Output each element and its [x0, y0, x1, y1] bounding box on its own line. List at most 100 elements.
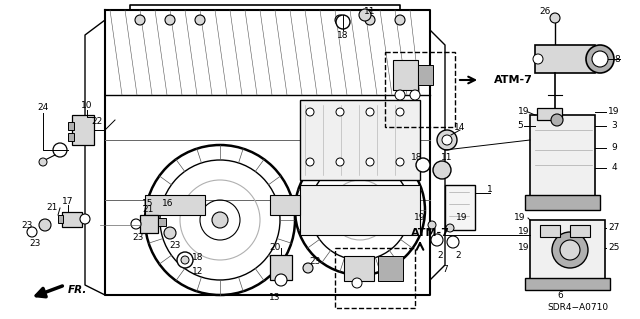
Bar	[393, 60, 418, 90]
Text: 3: 3	[611, 122, 617, 130]
Circle shape	[306, 108, 314, 116]
Circle shape	[39, 219, 51, 231]
Bar	[300, 185, 420, 235]
Text: 19: 19	[456, 213, 468, 222]
Bar	[145, 195, 205, 215]
Circle shape	[275, 274, 287, 286]
Circle shape	[396, 108, 404, 116]
Circle shape	[195, 15, 205, 25]
Circle shape	[366, 108, 374, 116]
Text: 13: 13	[269, 293, 281, 301]
Circle shape	[303, 263, 313, 273]
Circle shape	[352, 278, 362, 288]
Circle shape	[366, 158, 374, 166]
Text: 23: 23	[21, 221, 33, 231]
Text: 19: 19	[518, 227, 530, 236]
Bar	[378, 256, 403, 281]
Text: 1: 1	[487, 186, 493, 195]
Circle shape	[177, 252, 193, 268]
Text: 5: 5	[517, 122, 523, 130]
Circle shape	[437, 130, 457, 150]
Bar	[62, 212, 82, 227]
Text: 23: 23	[309, 256, 321, 265]
Circle shape	[165, 15, 175, 25]
Text: 22: 22	[92, 117, 102, 127]
Circle shape	[551, 114, 563, 126]
Circle shape	[212, 212, 228, 228]
Circle shape	[53, 143, 67, 157]
Text: 23: 23	[29, 240, 41, 249]
Circle shape	[39, 158, 47, 166]
Circle shape	[552, 232, 588, 268]
Circle shape	[80, 214, 90, 224]
Bar	[140, 215, 158, 233]
Circle shape	[560, 240, 580, 260]
Circle shape	[164, 227, 176, 239]
Text: 11: 11	[364, 8, 376, 17]
Circle shape	[181, 256, 189, 264]
Circle shape	[359, 9, 371, 21]
Circle shape	[336, 15, 350, 29]
Text: 23: 23	[132, 233, 144, 241]
Bar	[530, 220, 605, 280]
Text: 21: 21	[142, 205, 154, 214]
Circle shape	[433, 161, 451, 179]
Bar	[344, 256, 374, 281]
Text: ATM-7: ATM-7	[493, 75, 532, 85]
Bar	[385, 52, 455, 127]
Circle shape	[431, 234, 443, 246]
Circle shape	[396, 158, 404, 166]
Circle shape	[550, 13, 560, 23]
Text: 16: 16	[163, 198, 173, 207]
Bar	[158, 218, 166, 226]
Text: 18: 18	[412, 153, 423, 162]
Text: 11: 11	[441, 153, 452, 162]
Bar	[58, 215, 63, 223]
Circle shape	[447, 236, 459, 248]
Text: 14: 14	[454, 123, 466, 132]
Text: FR.: FR.	[68, 285, 88, 295]
Text: 17: 17	[62, 197, 74, 206]
Circle shape	[395, 15, 405, 25]
Bar	[445, 185, 475, 230]
Bar	[68, 122, 74, 130]
Circle shape	[442, 135, 452, 145]
Bar	[570, 225, 590, 237]
Text: 10: 10	[81, 100, 93, 109]
Bar	[418, 65, 433, 85]
Circle shape	[416, 158, 430, 172]
Text: 8: 8	[614, 55, 620, 63]
Text: 6: 6	[557, 292, 563, 300]
Circle shape	[131, 219, 141, 229]
Bar	[270, 255, 292, 280]
Text: 19: 19	[608, 108, 620, 116]
Circle shape	[410, 90, 420, 100]
Circle shape	[335, 15, 345, 25]
Circle shape	[592, 51, 608, 67]
Circle shape	[586, 45, 614, 73]
Text: 19: 19	[518, 243, 530, 253]
Text: 18: 18	[337, 31, 349, 40]
Circle shape	[354, 204, 366, 216]
Text: 2: 2	[437, 250, 443, 259]
Text: 18: 18	[192, 254, 204, 263]
Text: 12: 12	[192, 268, 204, 277]
Text: 25: 25	[608, 243, 620, 253]
Bar	[270, 195, 300, 215]
Text: 9: 9	[611, 144, 617, 152]
Bar	[68, 133, 74, 141]
Bar	[540, 225, 560, 237]
Circle shape	[306, 158, 314, 166]
Bar	[537, 108, 562, 120]
Bar	[72, 115, 94, 145]
Bar	[300, 100, 420, 180]
Bar	[525, 278, 610, 290]
Text: 2: 2	[455, 250, 461, 259]
Circle shape	[336, 108, 344, 116]
Bar	[335, 248, 415, 308]
Text: 19: 19	[414, 213, 426, 222]
Bar	[535, 45, 595, 73]
Circle shape	[446, 224, 454, 232]
Circle shape	[336, 158, 344, 166]
Text: 19: 19	[518, 108, 530, 116]
